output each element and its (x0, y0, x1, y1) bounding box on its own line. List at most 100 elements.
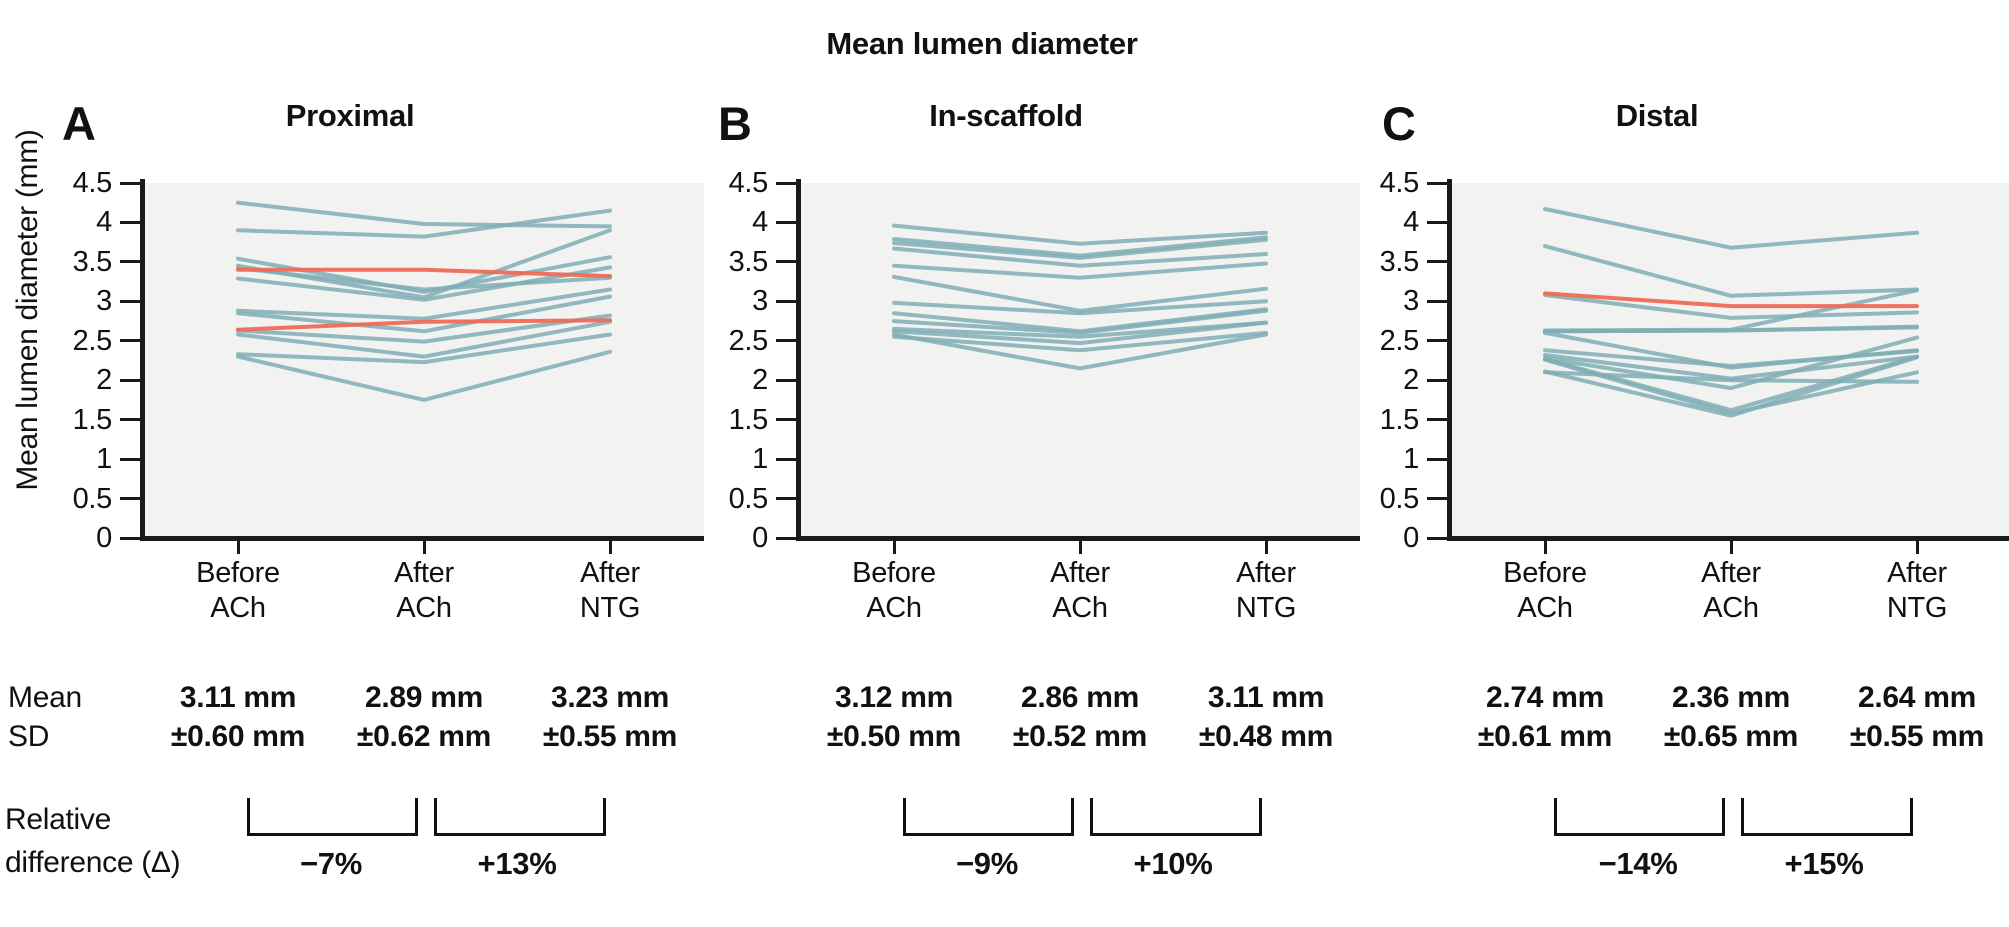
patient-line (236, 266, 612, 292)
patient-line (1543, 207, 1919, 250)
y-tick-mark (776, 418, 796, 422)
x-label-line2: ACh (396, 592, 452, 624)
y-tick-label: 2.5 (72, 324, 113, 357)
y-tick-mark (1427, 457, 1447, 461)
x-label-c-after-ach: After ACh (1646, 556, 1816, 626)
patient-line (892, 235, 1268, 258)
patient-line (1543, 357, 1919, 416)
y-axis-line (1447, 179, 1452, 541)
y-tick-mark (1427, 339, 1447, 343)
y-tick-mark (120, 220, 140, 224)
y-tick-label: 1 (96, 443, 112, 476)
y-tick-label: 2 (752, 364, 768, 397)
y-tick-mark (120, 378, 140, 382)
y-tick-label: 4.5 (72, 167, 113, 199)
y-tick-label: 0.5 (728, 482, 769, 515)
sd-value: ±0.61 mm (1477, 720, 1613, 753)
y-tick-label: 3.5 (72, 245, 113, 278)
x-label-line1: After (394, 557, 454, 589)
line-chart-distal (1543, 207, 1919, 418)
y-tick-label: 4 (752, 206, 768, 239)
x-axis-line (796, 536, 1360, 541)
patient-line (236, 200, 612, 229)
panel-b-label: B (718, 97, 752, 150)
x-tick-mark (1264, 541, 1268, 554)
patient-line (892, 320, 1268, 339)
x-label-line2: ACh (1517, 592, 1573, 624)
y-tick-label: 4 (96, 206, 112, 239)
x-label-a-after-ntg: After NTG (525, 556, 695, 626)
x-tick-mark (1078, 541, 1082, 554)
x-tick-mark (892, 541, 896, 554)
mean-value: 3.11 mm (1207, 681, 1325, 714)
y-tick-mark (120, 418, 140, 422)
mean-value: 2.36 mm (1672, 681, 1790, 714)
patient-line (236, 287, 612, 321)
x-tick-mark (236, 541, 240, 554)
line-chart-in-scaffold (892, 223, 1268, 371)
panel-c-title: Distal (1615, 98, 1699, 133)
highlighted-patient-line (236, 267, 612, 279)
x-tick-mark (608, 541, 612, 554)
y-tick-label: 2 (1403, 364, 1419, 397)
relative-difference-value: +15% (1784, 846, 1864, 881)
y-tick-mark (776, 497, 796, 501)
x-label-line2: ACh (210, 592, 266, 624)
relative-difference-value: −7% (299, 846, 362, 881)
patient-line (236, 228, 612, 300)
y-tick-mark (1427, 260, 1447, 264)
y-tick-mark (776, 220, 796, 224)
mean-value: 3.12 mm (835, 681, 953, 714)
panel-c-label: C (1382, 97, 1416, 150)
patient-line (236, 208, 612, 239)
y-tick-label: 1.5 (72, 403, 113, 436)
x-label-line1: Before (1503, 557, 1587, 589)
sd-value: ±0.60 mm (170, 720, 306, 753)
patient-line (892, 299, 1268, 316)
row-label-relative-1: Relative (5, 803, 111, 836)
y-tick-label: 1.5 (1379, 403, 1420, 436)
mean-value: 2.89 mm (365, 681, 483, 714)
patient-line (1543, 370, 1919, 384)
mean-value: 2.74 mm (1486, 681, 1604, 714)
y-tick-label: 0.5 (1379, 482, 1420, 515)
x-label-line1: After (1236, 557, 1296, 589)
y-axis-line (140, 179, 145, 541)
patient-line (1543, 244, 1919, 298)
y-tick-label: 2.5 (1379, 324, 1420, 357)
y-axis-line (796, 179, 801, 541)
y-tick-mark (776, 339, 796, 343)
y-tick-mark (120, 497, 140, 501)
patient-line (892, 330, 1268, 353)
y-tick-mark (776, 299, 796, 303)
patient-line (1543, 325, 1919, 334)
comparison-bracket (1741, 798, 1913, 836)
x-label-a-after-ach: After ACh (339, 556, 509, 626)
line-chart-proximal (236, 200, 612, 402)
y-tick-label: 2.5 (728, 324, 769, 357)
comparison-bracket (1554, 798, 1725, 836)
y-tick-label: 3.5 (1379, 245, 1420, 278)
y-tick-mark (1427, 378, 1447, 382)
plot-area-proximal (145, 183, 704, 538)
comparison-bracket (1090, 798, 1262, 836)
y-tick-label: 3 (1403, 285, 1419, 318)
x-tick-mark (422, 541, 426, 554)
y-tick-mark (120, 457, 140, 461)
x-axis-line (1447, 536, 2009, 541)
comparison-bracket (247, 798, 418, 836)
y-tick-mark (776, 378, 796, 382)
y-tick-mark (120, 299, 140, 303)
y-tick-label: 1.5 (728, 403, 769, 436)
highlighted-patient-line (1543, 291, 1919, 309)
x-label-line2: ACh (1052, 592, 1108, 624)
sd-value: ±0.52 mm (1012, 720, 1148, 753)
x-label-line1: After (580, 557, 640, 589)
y-tick-mark (120, 339, 140, 343)
x-axis-line (140, 536, 704, 541)
row-label-relative-2: difference (Δ) (5, 846, 181, 879)
y-tick-mark (776, 536, 796, 540)
sd-value: ±0.62 mm (356, 720, 492, 753)
relative-difference-value: −14% (1598, 846, 1678, 881)
